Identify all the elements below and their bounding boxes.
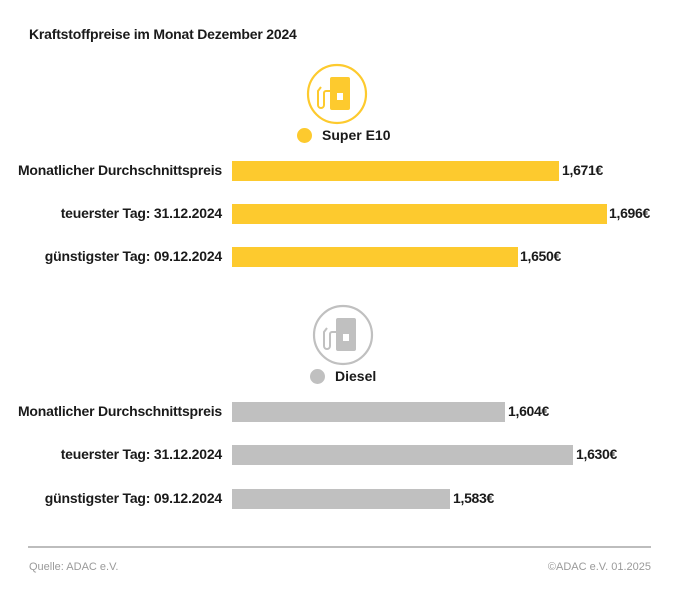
row-label: Monatlicher Durchschnittspreis xyxy=(17,403,222,419)
bar-diesel-max xyxy=(232,445,573,465)
legend-label: Diesel xyxy=(335,368,377,384)
bar-value: 1,696€ xyxy=(609,205,651,221)
bar-value: 1,604€ xyxy=(508,403,550,419)
row-label: günstigster Tag: 09.12.2024 xyxy=(44,248,222,264)
source-note: Quelle: ADAC e.V. xyxy=(29,561,119,573)
footer-divider xyxy=(28,546,651,548)
bar-value: 1,671€ xyxy=(562,162,604,178)
bar-diesel-min xyxy=(232,489,450,509)
row-label: Monatlicher Durchschnittspreis xyxy=(17,162,222,178)
copyright-note: ©ADAC e.V. 01.2025 xyxy=(547,561,651,573)
legend-label: Super E10 xyxy=(322,127,391,143)
bar-super-e10-max xyxy=(232,204,607,224)
fuel-pump-icon xyxy=(312,304,374,366)
bar-super-e10-avg xyxy=(232,161,559,181)
row-label: teuerster Tag: 31.12.2024 xyxy=(60,446,222,462)
row-label: teuerster Tag: 31.12.2024 xyxy=(60,205,222,221)
legend-dot xyxy=(310,368,325,384)
bar-super-e10-min xyxy=(232,247,518,267)
legend-super-e10: Super E10 xyxy=(297,127,390,143)
legend-diesel: Diesel xyxy=(310,368,376,384)
bar-value: 1,630€ xyxy=(576,446,618,462)
bar-value: 1,650€ xyxy=(520,248,562,264)
fuel-pump-icon xyxy=(306,63,368,125)
chart-title: Kraftstoffpreise im Monat Dezember 2024 xyxy=(29,26,297,42)
bar-diesel-avg xyxy=(232,402,505,422)
legend-dot xyxy=(297,127,312,143)
bar-value: 1,583€ xyxy=(453,490,495,506)
row-label: günstigster Tag: 09.12.2024 xyxy=(44,490,222,506)
